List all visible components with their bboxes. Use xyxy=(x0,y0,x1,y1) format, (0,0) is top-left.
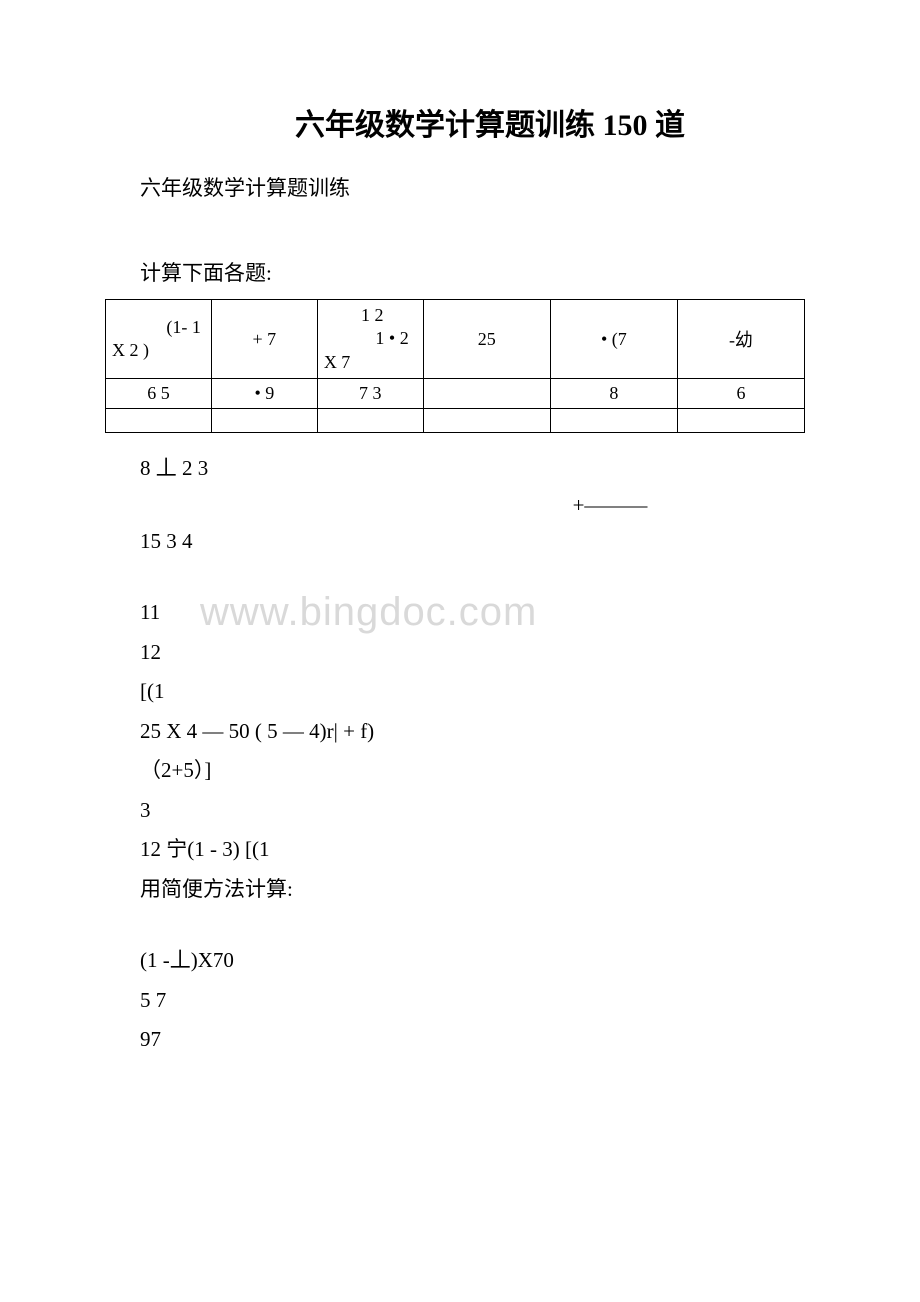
math-line: 3 xyxy=(140,795,820,827)
table-cell xyxy=(423,379,550,409)
table-cell: 25 xyxy=(423,300,550,379)
table-cell: (1- 1 X 2 ) xyxy=(106,300,212,379)
table-cell: 1 2 1 • 2 X 7 xyxy=(317,300,423,379)
math-line: 12 xyxy=(140,637,820,669)
math-line: +——— xyxy=(400,493,820,518)
table-row: 6 5 • 9 7 3 8 6 xyxy=(106,379,805,409)
table-cell xyxy=(106,409,212,433)
page-title: 六年级数学计算题训练 150 道 xyxy=(160,100,820,144)
table-cell: 8 xyxy=(550,379,677,409)
math-line: 11 xyxy=(140,597,820,629)
table-cell: • (7 xyxy=(550,300,677,379)
table-row xyxy=(106,409,805,433)
section2-label: 用简便方法计算: xyxy=(140,874,820,906)
math-line: （2+5）] xyxy=(140,755,820,787)
table-cell xyxy=(211,409,317,433)
table-cell: -幼 xyxy=(677,300,804,379)
math-line: [(1 xyxy=(140,676,820,708)
table-cell xyxy=(550,409,677,433)
table-cell: 6 5 xyxy=(106,379,212,409)
problems-table: (1- 1 X 2 ) + 7 1 2 1 • 2 X 7 25 • (7 -幼… xyxy=(105,299,805,433)
math-line: (1 -丄)X70 xyxy=(140,945,820,977)
table-cell xyxy=(677,409,804,433)
table-cell xyxy=(317,409,423,433)
math-line: 97 xyxy=(140,1024,820,1056)
table-cell xyxy=(423,409,550,433)
table-cell: • 9 xyxy=(211,379,317,409)
math-line: 15 3 4 xyxy=(140,526,820,558)
math-line: 8 丄 2 3 xyxy=(140,453,820,485)
document-content: 六年级数学计算题训练 150 道 六年级数学计算题训练 计算下面各题: (1- … xyxy=(100,100,820,1056)
table-cell: + 7 xyxy=(211,300,317,379)
table-cell: 7 3 xyxy=(317,379,423,409)
math-line: 12 宁(1 - 3) [(1 xyxy=(140,834,820,866)
subtitle-text: 六年级数学计算题训练 xyxy=(140,172,820,202)
table-cell: 6 xyxy=(677,379,804,409)
table-row: (1- 1 X 2 ) + 7 1 2 1 • 2 X 7 25 • (7 -幼 xyxy=(106,300,805,379)
section1-label: 计算下面各题: xyxy=(140,257,820,287)
math-line: 25 X 4 — 50 ( 5 — 4)r| + f) xyxy=(140,716,820,748)
math-line: 5 7 xyxy=(140,985,820,1017)
